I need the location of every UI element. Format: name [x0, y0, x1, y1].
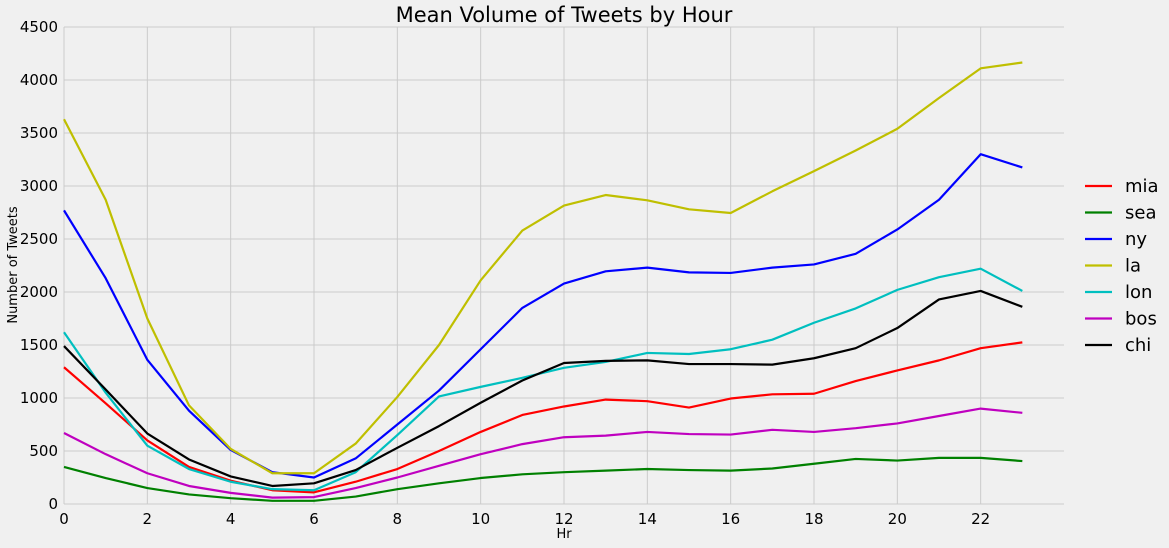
x-tick-label: 8	[393, 510, 403, 528]
x-tick-label: 14	[638, 510, 657, 528]
series-line-chi	[63, 289, 1023, 488]
x-tick-label: 2	[143, 510, 153, 528]
y-tick-label: 0	[48, 495, 58, 513]
x-tick-label: 0	[59, 510, 69, 528]
legend-label-mia: mia	[1125, 176, 1159, 197]
y-tick-label: 1500	[20, 336, 58, 354]
x-tick-label: 18	[804, 510, 823, 528]
x-tick-label: 10	[471, 510, 490, 528]
y-axis-label: Number of Tweets	[6, 206, 21, 324]
x-tick-label: 16	[721, 510, 740, 528]
series-line-lon	[63, 267, 1023, 492]
y-tick-label: 2500	[20, 230, 58, 248]
legend-label-sea: sea	[1125, 203, 1156, 224]
x-tick-label: 22	[971, 510, 990, 528]
y-tick-label: 1000	[20, 389, 58, 407]
series-lines	[63, 61, 1023, 502]
y-tick-label: 4500	[20, 18, 58, 36]
x-tick-label: 4	[226, 510, 236, 528]
y-tick-label: 4000	[20, 71, 58, 89]
y-tick-label: 3500	[20, 124, 58, 142]
series-line-mia	[63, 341, 1023, 494]
x-axis-label: Hr	[556, 527, 572, 542]
series-line-bos	[63, 407, 1023, 499]
y-tick-label: 3000	[20, 177, 58, 195]
series-line-sea	[63, 456, 1023, 502]
x-tick-label: 6	[309, 510, 319, 528]
x-tick-label: 12	[554, 510, 573, 528]
legend-label-lon: lon	[1125, 282, 1152, 303]
series-line-ny	[63, 153, 1023, 479]
legend-label-la: la	[1125, 256, 1141, 277]
chart-title: Mean Volume of Tweets by Hour	[396, 3, 733, 27]
y-tick-label: 2000	[20, 283, 58, 301]
grid	[63, 26, 1064, 505]
legend: mia sea ny la lon bos chi	[1085, 176, 1159, 356]
x-tick-labels: 0 2 4 6 8 10 12 14 16 18 20 22	[59, 510, 990, 528]
series-line-la	[63, 61, 1023, 475]
y-tick-labels: 0 500 1000 1500 2000 2500 3000 3500 4000 4500	[20, 18, 58, 513]
legend-label-bos: bos	[1125, 309, 1157, 330]
legend-label-ny: ny	[1125, 229, 1147, 250]
legend-label-chi: chi	[1125, 335, 1151, 356]
y-tick-label: 500	[29, 442, 58, 460]
x-tick-label: 20	[888, 510, 907, 528]
